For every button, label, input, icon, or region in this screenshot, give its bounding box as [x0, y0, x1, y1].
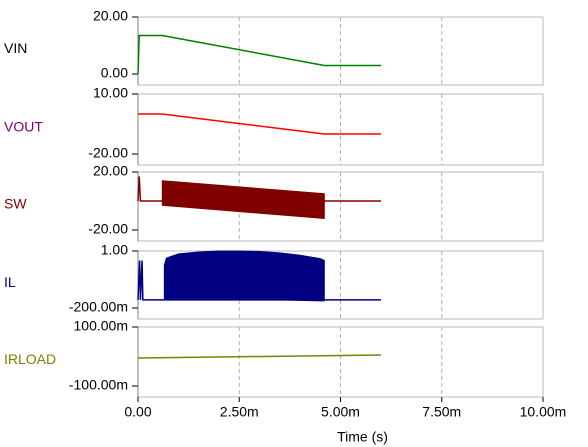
x-tick-label: 0.00: [124, 404, 151, 420]
trace: [137, 260, 381, 301]
trace: [137, 34, 381, 75]
y-tick-label: 1.00: [101, 242, 128, 258]
panel-label: IL: [4, 274, 16, 290]
y-tick-label: -20.00: [88, 145, 128, 161]
panel-label: VOUT: [4, 119, 43, 135]
y-tick-label: -20.00: [88, 221, 128, 237]
y-tick-label: -200.00m: [69, 299, 128, 315]
switching-band: [161, 180, 325, 219]
trace: [137, 354, 382, 359]
x-tick-label: 5.00m: [321, 404, 360, 420]
panel-label: SW: [4, 196, 27, 212]
x-tick-label: 2.50m: [220, 404, 259, 420]
x-tick-label: 7.50m: [422, 404, 461, 420]
x-tick-label: 10.00m: [520, 404, 567, 420]
y-tick-label: 20.00: [93, 8, 128, 24]
y-tick-label: -100.00m: [69, 377, 128, 393]
x-axis-title: Time (s): [337, 429, 388, 445]
panel-label: VIN: [4, 40, 27, 56]
y-tick-label: 100.00m: [74, 318, 128, 334]
y-tick-label: 0.00: [101, 65, 128, 81]
y-tick-label: 10.00: [93, 85, 128, 101]
switching-band: [163, 250, 325, 302]
y-tick-label: 20.00: [93, 163, 128, 179]
panel-label: IRLOAD: [4, 351, 56, 367]
trace: [138, 113, 381, 135]
trace: [137, 176, 381, 202]
